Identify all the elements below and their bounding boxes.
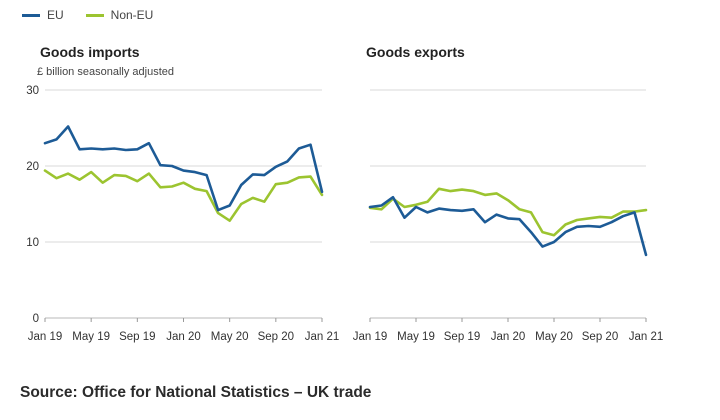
exports-series-line-eu xyxy=(368,195,648,257)
exports-x-tick-label: Sep 20 xyxy=(582,331,618,343)
imports-y-tick-label: 0 xyxy=(33,313,39,325)
imports-x-tick-label: May 19 xyxy=(72,331,110,343)
imports-x-tick-label: Jan 19 xyxy=(28,331,63,343)
imports-chart-title: Goods imports xyxy=(40,44,140,60)
imports-x-tick-label: May 20 xyxy=(211,331,249,343)
exports-x-tick-label: Jan 19 xyxy=(353,331,388,343)
legend-swatch-eu xyxy=(22,13,40,17)
legend-label-eu: EU xyxy=(47,8,64,22)
imports-x-tick-label: Sep 20 xyxy=(258,331,294,343)
imports-x-tick-label: Sep 19 xyxy=(119,331,155,343)
imports-y-tick-label: 30 xyxy=(26,85,39,97)
imports-x-tick-label: Jan 21 xyxy=(305,331,340,343)
chart-legend: EU Non-EU xyxy=(22,8,175,22)
exports-x-tick-label: Sep 19 xyxy=(444,331,480,343)
source-note: Source: Office for National Statistics –… xyxy=(20,384,372,401)
legend-swatch-non-eu xyxy=(85,13,104,17)
imports-x-tick-label: Jan 20 xyxy=(166,331,201,343)
imports-series-line-eu xyxy=(43,125,324,212)
exports-x-tick-label: Jan 20 xyxy=(491,331,526,343)
exports-series-line-non-eu xyxy=(368,187,648,237)
unit-label: £ billion seasonally adjusted xyxy=(37,66,174,78)
exports-x-tick-label: Jan 21 xyxy=(629,331,664,343)
legend-item-non-eu: Non-EU xyxy=(85,8,154,22)
legend-item-eu: EU xyxy=(22,8,64,22)
imports-series-line-non-eu xyxy=(43,169,324,222)
exports-chart-title: Goods exports xyxy=(366,44,465,60)
imports-y-tick-label: 10 xyxy=(26,237,39,249)
imports-y-tick-label: 20 xyxy=(26,161,39,173)
exports-x-tick-label: May 20 xyxy=(535,331,573,343)
legend-label-non-eu: Non-EU xyxy=(110,8,154,22)
exports-x-tick-label: May 19 xyxy=(397,331,435,343)
